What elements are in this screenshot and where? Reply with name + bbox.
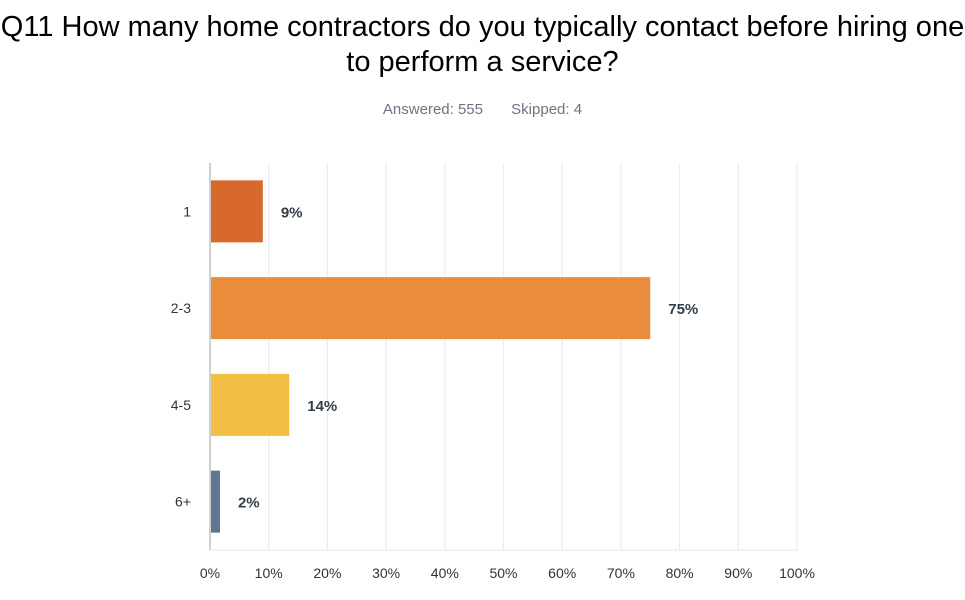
x-tick-label: 10% [255, 565, 283, 581]
answered-count: Answered: 555 [382, 101, 483, 118]
bar [211, 373, 290, 436]
x-tick-label: 20% [313, 565, 341, 581]
category-label: 1 [183, 203, 191, 219]
x-tick-label: 40% [431, 565, 459, 581]
category-label: 6+ [175, 494, 191, 510]
bar [211, 277, 651, 340]
bar [211, 470, 220, 533]
skipped-count: Skipped: 4 [511, 101, 583, 118]
x-tick-label: 30% [372, 565, 400, 581]
category-label: 4-5 [171, 397, 191, 413]
data-label: 75% [668, 301, 698, 318]
question-title: Q11 How many home contractors do you typ… [0, 11, 965, 78]
x-tick-label: 100% [779, 565, 815, 581]
x-tick-label: 70% [607, 565, 635, 581]
data-label: 14% [307, 398, 337, 415]
data-label: 2% [238, 495, 260, 512]
x-tick-label: 50% [489, 565, 517, 581]
x-tick-label: 0% [200, 565, 220, 581]
x-tick-label: 80% [666, 565, 694, 581]
category-label: 2-3 [171, 300, 191, 316]
response-stats: Answered: 555 Skipped: 4 [0, 101, 965, 118]
data-label: 9% [281, 204, 303, 221]
bar [211, 180, 263, 243]
x-tick-label: 90% [724, 565, 752, 581]
x-tick-label: 60% [548, 565, 576, 581]
